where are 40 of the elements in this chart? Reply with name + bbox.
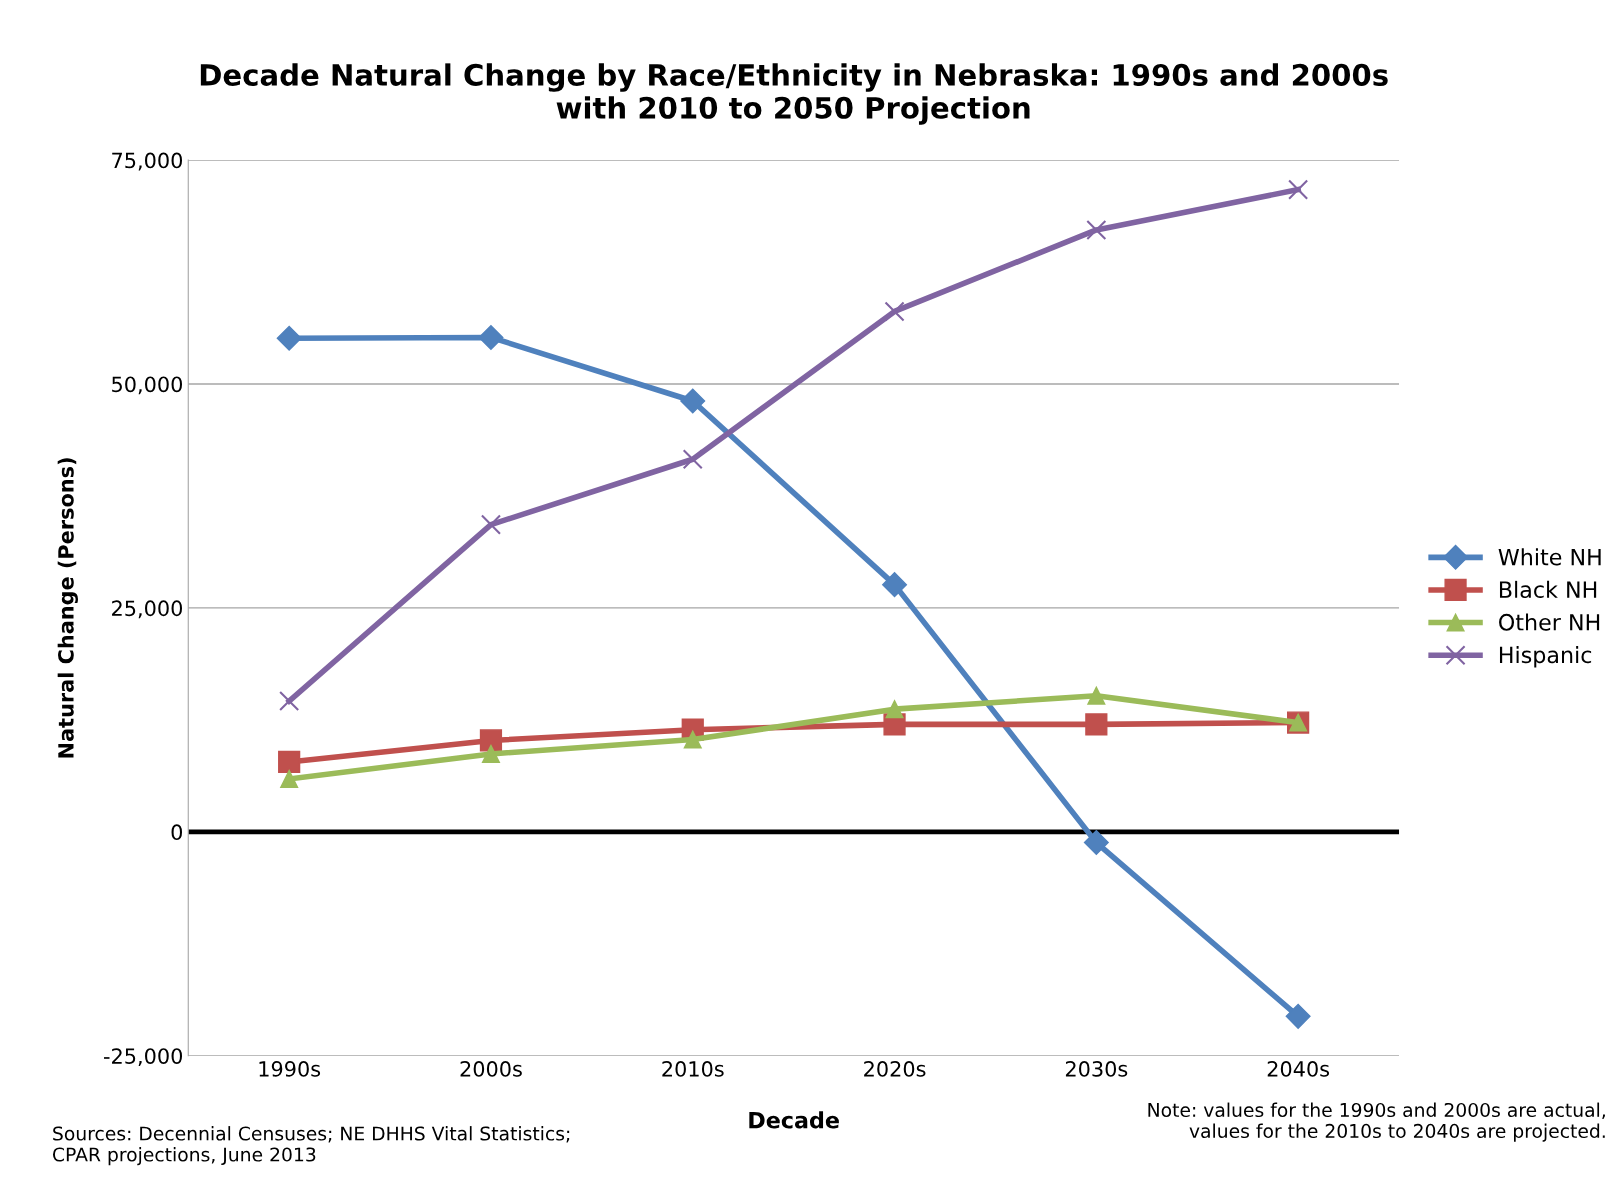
legend-label: Black NH (1499, 580, 1597, 599)
x-tick-label: 2030s (1065, 1061, 1128, 1077)
point (885, 700, 904, 719)
point (682, 449, 703, 470)
y-tick-label: 50,000 (112, 376, 183, 395)
x-tick-label: 2040s (1267, 1061, 1330, 1077)
point (1288, 179, 1309, 200)
point (480, 514, 502, 535)
x-tick-label: 2020s (864, 1061, 926, 1077)
point (278, 750, 301, 774)
point (882, 572, 908, 598)
legend-label: Hispanic (1499, 646, 1592, 668)
point (481, 744, 500, 763)
x-tick-label: 2010s (662, 1061, 724, 1077)
point (478, 324, 504, 350)
point (1083, 830, 1109, 856)
point (683, 730, 702, 749)
point (1086, 219, 1107, 240)
point (276, 325, 302, 351)
chart-title: Decade Natural Change by Race/Ethnicity in Nebraska: 1990s and 2000s with 2010 to 2050 Projection (200, 63, 1388, 125)
legend-label: White NH (1498, 548, 1601, 566)
point (1085, 713, 1108, 736)
y-tick-label: 75,000 (112, 152, 183, 171)
point (680, 388, 706, 414)
x-tick-label: 1990s (259, 1061, 321, 1077)
point (1087, 686, 1106, 705)
legend-label: Other NH (1499, 613, 1600, 631)
point (1285, 1003, 1311, 1029)
x-axis-title: Decade (749, 1111, 839, 1129)
point (884, 301, 905, 322)
x-tick-label: 2000s (460, 1061, 522, 1077)
point (280, 769, 299, 789)
point (279, 691, 300, 712)
y-axis-title: Natural Change (Persons) (57, 458, 78, 758)
y-tick-label: 0 (171, 824, 183, 841)
y-tick-label: -25,000 (104, 1048, 183, 1067)
text: Note: values for the 1990s and 2000s are actual, values for the 2010s to 2040s are projected. (1148, 1102, 1605, 1142)
source-note: Sources: Decennial Censuses; NE DHHS Vital Statistics; CPAR projections, June 2013 (52, 1126, 570, 1166)
y-tick-label: 25,000 (112, 600, 183, 619)
point (479, 729, 503, 752)
